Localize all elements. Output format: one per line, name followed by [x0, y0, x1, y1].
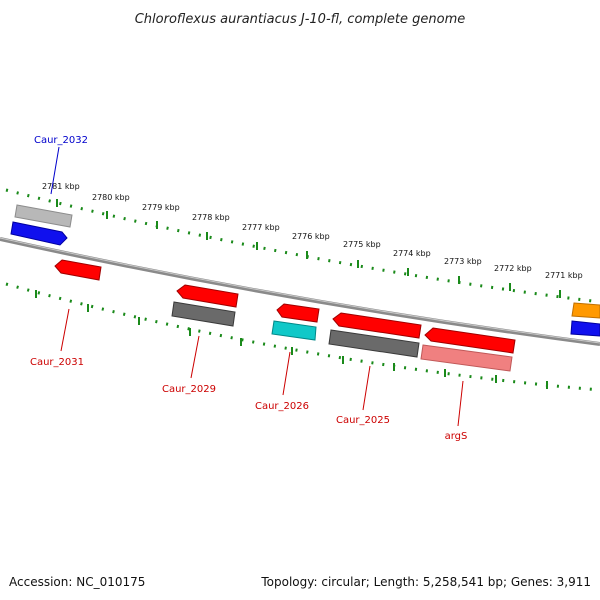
gene-args[interactable] — [420, 344, 513, 372]
leader-caur-2026 — [282, 351, 291, 396]
kbp-label: 2775 kbp — [343, 240, 381, 249]
leader-caur-2032 — [50, 146, 60, 195]
leader-caur-2031 — [60, 308, 70, 352]
gene-caur-2029[interactable] — [171, 301, 236, 327]
map-title: Chloroflexus aurantiacus J-10-fl, comple… — [135, 12, 466, 27]
gene-args-red[interactable] — [424, 327, 516, 354]
genome-backbone-highlight — [0, 237, 600, 344]
kbp-label: 2780 kbp — [92, 193, 130, 202]
gene-label-caur-2029[interactable]: Caur_2029 — [162, 384, 216, 395]
leader-caur-2029 — [190, 335, 200, 379]
gene-blue-right[interactable] — [570, 320, 600, 337]
gene-label-caur-2031[interactable]: Caur_2031 — [30, 357, 84, 368]
genome-backbone — [0, 237, 600, 346]
kbp-tick-labels: 2781 kbp 2780 kbp 2779 kbp 2778 kbp 2777… — [42, 182, 583, 280]
gene-caur-2025[interactable] — [328, 329, 420, 358]
gene-label-caur-2025[interactable]: Caur_2025 — [336, 415, 390, 426]
gene-caur-2029-red[interactable] — [176, 284, 239, 308]
gene-label-caur-2032[interactable]: Caur_2032 — [34, 135, 88, 146]
outer-major-ticks — [56, 199, 561, 298]
leader-caur-2025 — [362, 365, 371, 411]
gene-caur-2025-red[interactable] — [332, 312, 422, 339]
gene-orange[interactable] — [571, 302, 600, 319]
inner-major-ticks — [35, 290, 548, 389]
gene-caur-2026-red[interactable] — [276, 303, 320, 323]
gene-caur-2032[interactable] — [10, 221, 68, 246]
gene-caur-2031[interactable] — [54, 259, 102, 281]
kbp-label: 2781 kbp — [42, 182, 80, 191]
kbp-label: 2774 kbp — [393, 249, 431, 258]
gene-label-args[interactable]: argS — [445, 431, 468, 442]
kbp-label: 2778 kbp — [192, 213, 230, 222]
gene-label-caur-2026[interactable]: Caur_2026 — [255, 401, 309, 412]
accession-text: Accession: NC_010175 — [9, 575, 145, 589]
gene-caur-2026[interactable] — [271, 320, 317, 341]
leader-args — [457, 380, 464, 427]
kbp-label: 2772 kbp — [494, 264, 532, 273]
kbp-label: 2773 kbp — [444, 257, 482, 266]
kbp-label: 2776 kbp — [292, 232, 330, 241]
kbp-label: 2777 kbp — [242, 223, 280, 232]
topology-summary: Topology: circular; Length: 5,258,541 bp… — [260, 575, 591, 589]
kbp-label: 2771 kbp — [545, 271, 583, 280]
kbp-label: 2779 kbp — [142, 203, 180, 212]
gene-caur-2032-gray[interactable] — [14, 204, 73, 228]
